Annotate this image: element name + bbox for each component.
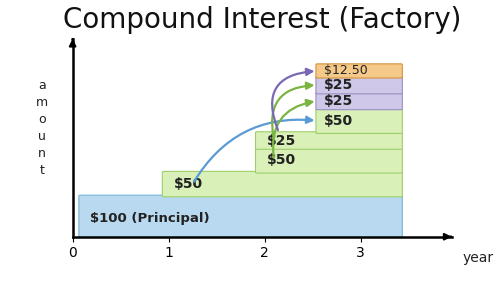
FancyBboxPatch shape [162, 171, 402, 197]
FancyBboxPatch shape [316, 92, 402, 110]
FancyBboxPatch shape [316, 108, 402, 134]
FancyBboxPatch shape [316, 64, 402, 78]
FancyBboxPatch shape [316, 76, 402, 94]
Text: $50: $50 [266, 153, 296, 167]
Text: $25: $25 [266, 134, 296, 148]
FancyBboxPatch shape [79, 195, 402, 238]
Text: $12.50: $12.50 [324, 64, 368, 78]
FancyBboxPatch shape [256, 148, 402, 173]
FancyBboxPatch shape [256, 132, 402, 149]
Text: a
m
o
u
n
t: a m o u n t [36, 79, 48, 177]
Text: $100 (Principal): $100 (Principal) [90, 212, 210, 225]
Title: Compound Interest (Factory): Compound Interest (Factory) [63, 5, 462, 33]
Text: $25: $25 [324, 94, 354, 108]
Text: $25: $25 [324, 78, 354, 92]
Text: $50: $50 [324, 114, 353, 128]
Text: $50: $50 [174, 177, 203, 191]
Text: year: year [462, 251, 494, 265]
